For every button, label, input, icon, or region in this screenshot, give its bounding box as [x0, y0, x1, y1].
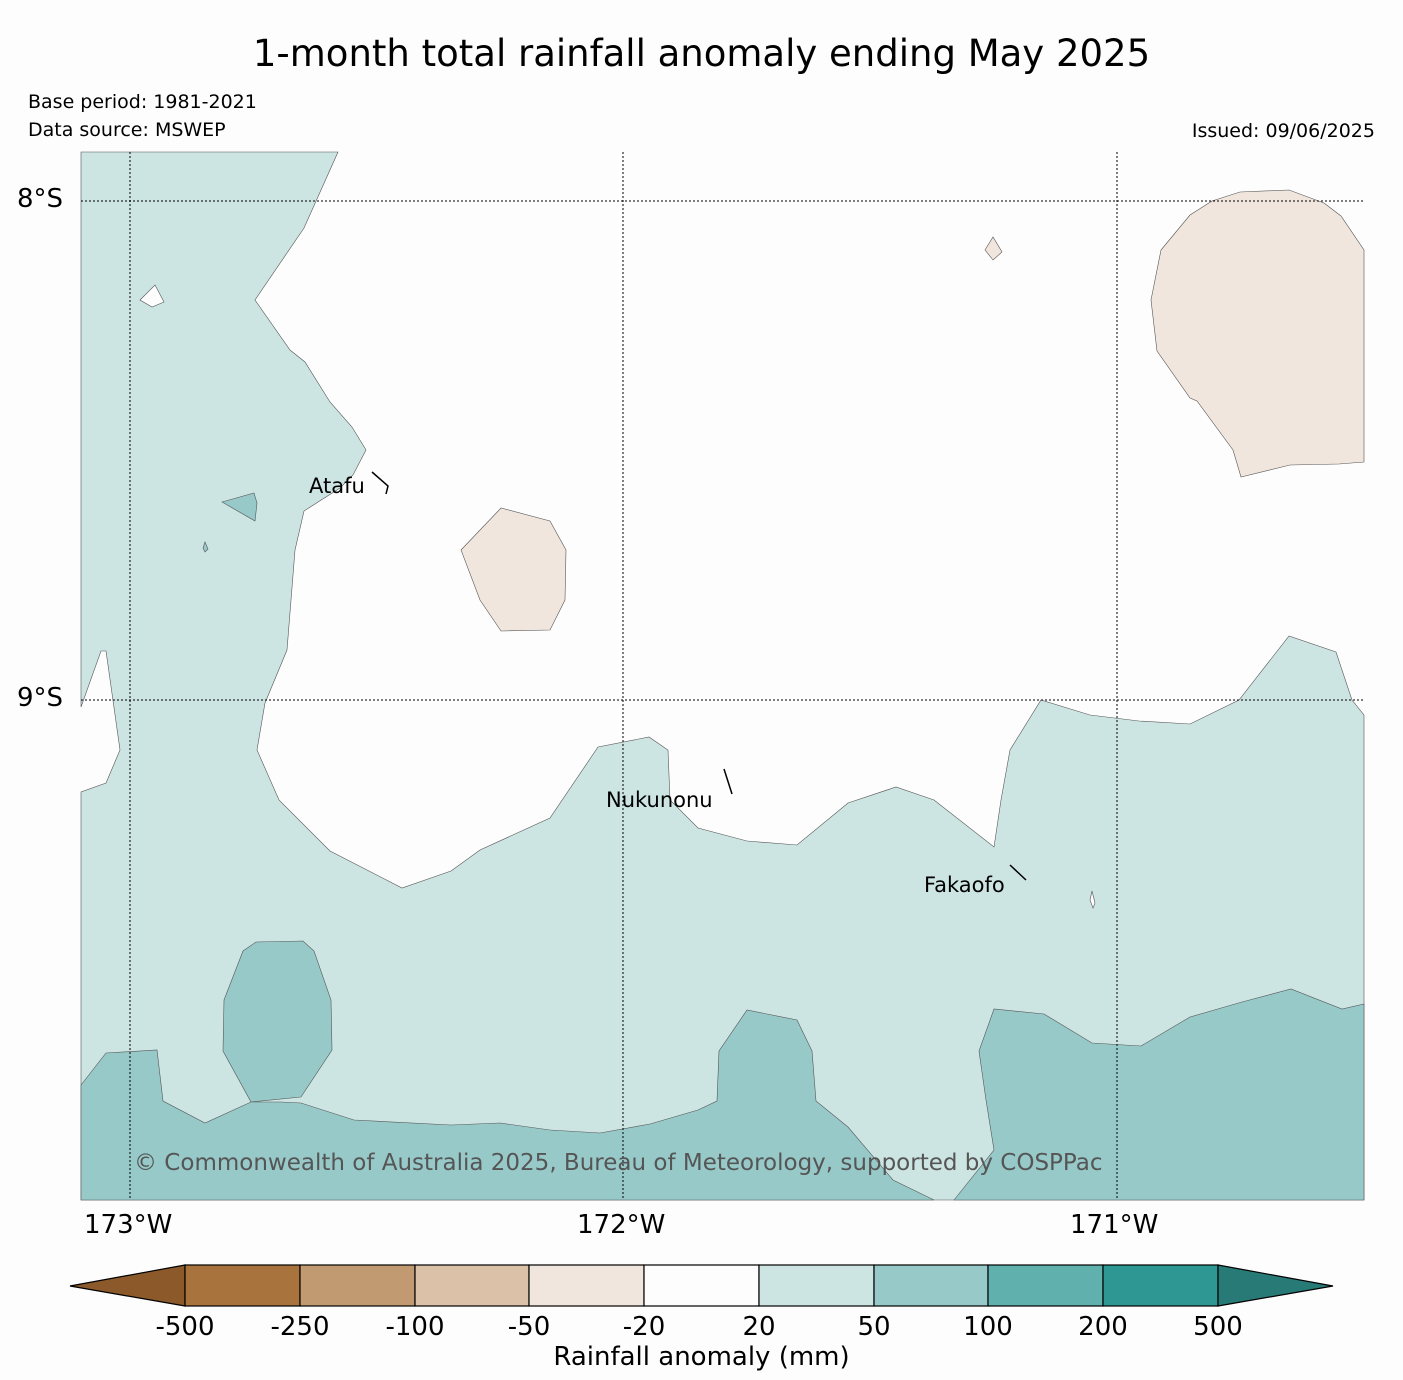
place-label-atafu: Atafu	[309, 474, 365, 498]
colorbar-bin	[299, 1264, 416, 1307]
graticule	[81, 152, 1364, 1200]
lon-label-171w: 171°W	[1070, 1210, 1159, 1240]
island-nukunonu	[723, 768, 733, 795]
colorbar-bin	[758, 1264, 875, 1307]
colorbar-bin	[528, 1264, 645, 1307]
colorbar-tick: -50	[507, 1312, 551, 1342]
dry-region-northeast	[1150, 189, 1365, 478]
wet-region-left	[80, 151, 1365, 1201]
data-source: Data source: MSWEP	[28, 119, 226, 141]
colorbar-bin	[1102, 1264, 1219, 1307]
copyright-notice: © Commonwealth of Australia 2025, Bureau…	[134, 1150, 1103, 1176]
lon-label-172w: 172°W	[577, 1210, 666, 1240]
dry-speck-top	[984, 236, 1003, 261]
lat-label-9s: 9°S	[17, 683, 64, 713]
neutral-speck	[1089, 890, 1096, 909]
colorbar-extend-high	[1217, 1264, 1334, 1307]
colorbar-tick: -250	[270, 1312, 330, 1342]
colorbar-label: Rainfall anomaly (mm)	[553, 1342, 850, 1372]
colorbar-tick: 50	[857, 1312, 891, 1342]
wet-patch-atafu	[221, 492, 258, 522]
colorbar-bin	[643, 1264, 760, 1307]
wet-blob-west	[222, 940, 333, 1103]
wet-band-south	[80, 1009, 935, 1201]
colorbar-tick: 20	[742, 1312, 776, 1342]
place-label-fakaofo: Fakaofo	[924, 873, 1005, 897]
lon-label-173w: 173°W	[84, 1210, 173, 1240]
colorbar-bin	[184, 1264, 301, 1307]
colorbar-extend-low	[69, 1264, 186, 1307]
colorbar-tick: 500	[1193, 1312, 1243, 1342]
colorbar-tick: 200	[1078, 1312, 1128, 1342]
wet-speck	[202, 541, 209, 553]
dry-region-center	[460, 507, 567, 632]
colorbar-tick: -500	[155, 1312, 215, 1342]
island-atafu	[371, 471, 389, 495]
lat-label-8s: 8°S	[17, 184, 64, 214]
colorbar-bin	[987, 1264, 1104, 1307]
colorbar-bin	[414, 1264, 530, 1307]
colorbar-tick: 100	[963, 1312, 1013, 1342]
map-title: 1-month total rainfall anomaly ending Ma…	[252, 32, 1151, 75]
colorbar-tick: -100	[385, 1312, 445, 1342]
issued-date: Issued: 09/06/2025	[1191, 120, 1375, 142]
base-period: Base period: 1981-2021	[28, 91, 257, 113]
colorbar-bin	[873, 1264, 989, 1307]
colorbar	[69, 1264, 1334, 1307]
neutral-hole-1	[139, 284, 165, 308]
colorbar-tick: -20	[622, 1312, 666, 1342]
wet-region-southeast	[953, 988, 1365, 1201]
place-label-nukunonu: Nukunonu	[606, 788, 713, 812]
island-fakaofo	[1009, 864, 1027, 881]
